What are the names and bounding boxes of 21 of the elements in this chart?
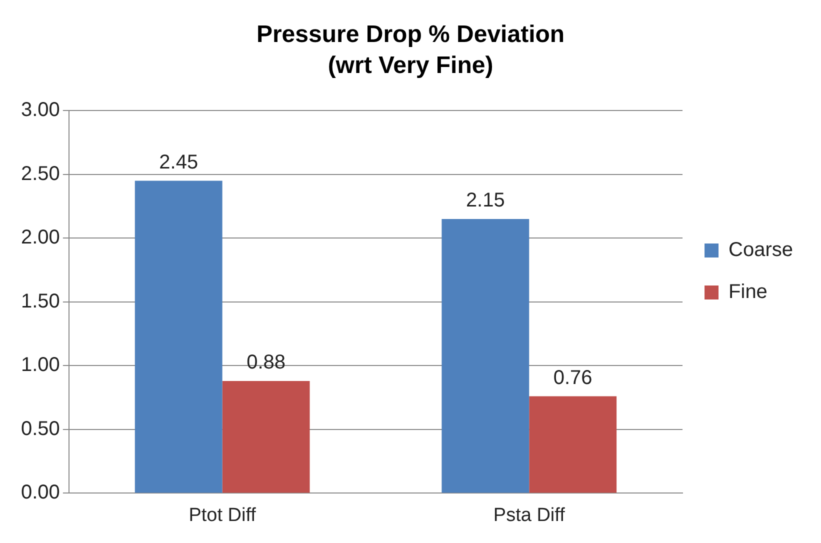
y-tick-label: 0.50 [20,418,60,440]
y-tick-label: 1.50 [20,290,60,312]
y-tick-label: 2.50 [20,162,60,185]
y-tick-label: 3.00 [20,99,60,122]
legend-label: Fine [728,281,768,304]
legend-label: Coarse [728,239,794,262]
x-tick-label: Ptot Diff [188,504,257,526]
data-label: 0.88 [246,351,286,374]
bar [222,380,310,493]
bar [134,180,222,493]
bar [442,219,530,493]
x-tick-label: Psta Diff [493,504,566,526]
data-label: 2.45 [159,151,198,174]
chart-title: Pressure Drop % Deviation [256,21,565,48]
y-tick-label: 2.00 [20,226,60,249]
chart-subtitle: (wrt Very Fine) [328,52,494,79]
data-label: 2.15 [466,190,505,212]
bar [529,396,617,493]
y-tick-label: 0.00 [20,482,60,504]
y-tick-label: 1.00 [20,354,60,376]
data-label: 0.76 [553,366,592,389]
